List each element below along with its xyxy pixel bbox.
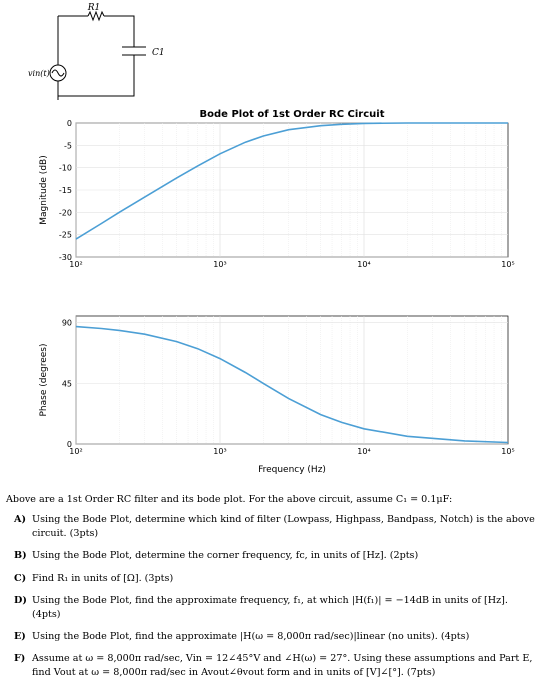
y-tick-label: -10 [59,164,72,173]
y-tick-label: -15 [59,186,72,195]
question-label: D) [14,595,27,606]
question-text: Using the Bode Plot, find the approximat… [32,595,508,620]
x-tick-label: 10² [69,260,82,269]
question-e: E) Using the Bode Plot, find the approxi… [14,630,537,644]
question-label: F) [14,653,26,664]
intro-text: Above are a 1st Order RC filter and its … [6,494,453,505]
question-b: B) Using the Bode Plot, determine the co… [14,549,537,563]
axes: 0 45 90 10² 10³ 10⁴ 10⁵ [62,319,515,456]
gridlines [75,316,508,445]
question-label: A) [14,514,26,525]
y-axis-label: Magnitude (dB) [39,155,49,224]
rc-circuit-diagram: R1 C1 vin(t) [28,3,165,100]
question-text: Find R₁ in units of [Ω]. (3pts) [32,573,174,584]
x-tick-label: 10⁴ [357,260,370,269]
question-text: Using the Bode Plot, find the approximat… [32,631,470,642]
question-d: D) Using the Bode Plot, find the approxi… [14,594,537,621]
question-label: E) [14,631,26,642]
ac-source-symbol [49,64,67,82]
question-text: Assume at ω = 8,000π rad/sec, Vin = 12∠4… [32,653,533,678]
circuit-wires [57,15,135,100]
gridlines [75,122,508,258]
x-axis-label: Frequency (Hz) [258,465,326,475]
x-tick-label: 10⁵ [501,260,514,269]
y-tick-label: 0 [67,440,72,449]
x-tick-label: 10² [69,447,82,456]
x-tick-label: 10³ [213,447,226,456]
capacitor-label: C1 [152,48,165,58]
question-label: C) [14,573,27,584]
chart-title: Bode Plot of 1st Order RC Circuit [200,109,385,120]
y-tick-label: 45 [62,379,72,388]
resistor-label: R1 [87,3,101,13]
x-tick-label: 10³ [213,260,226,269]
y-tick-label: -30 [59,253,72,262]
question-c: C) Find R₁ in units of [Ω]. (3pts) [14,572,537,586]
source-label: vin(t) [28,69,50,78]
phase-chart: 0 45 90 10² 10³ 10⁴ 10⁵ Phase (degrees) Freque… [39,315,515,475]
plot-area [75,315,509,445]
y-tick-label: 0 [67,119,72,128]
y-tick-label: -25 [59,231,72,240]
y-tick-label: 90 [62,319,72,328]
phase-curve [75,325,509,444]
y-axis-label: Phase (degrees) [39,344,49,417]
y-tick-label: -5 [64,141,72,150]
x-tick-label: 10⁵ [501,447,514,456]
question-label: B) [14,550,27,561]
question-f: F) Assume at ω = 8,000π rad/sec, Vin = 1… [14,652,537,679]
x-tick-label: 10⁴ [357,447,370,456]
magnitude-chart: Bode Plot of 1st Order RC Circuit 0 -5 -10… [39,109,515,269]
question-text: Using the Bode Plot, determine the corne… [32,550,419,561]
question-a: A) Using the Bode Plot, determine which … [14,513,537,540]
magnitude-curve [75,122,508,240]
y-tick-label: -20 [59,208,72,217]
question-text: Using the Bode Plot, determine which kin… [32,514,535,539]
resistor-symbol [87,10,105,22]
